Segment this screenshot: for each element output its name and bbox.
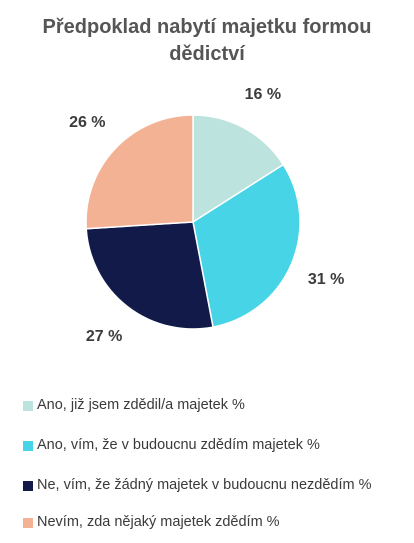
chart-title: Předpoklad nabytí majetku formou dědictv… — [0, 14, 414, 68]
legend-label: Ne, vím, že žádný majetek v budoucnu nez… — [37, 477, 372, 493]
legend-label: Ano, vím, že v budoucnu zdědím majetek % — [37, 437, 320, 453]
pie-slice — [85, 114, 194, 230]
legend-item: Nevím, zda nějaký majetek zdědím % — [23, 513, 403, 532]
pie-slice — [192, 163, 301, 328]
pie-data-labels: 16 % 31 % 27 % 26 % — [69, 86, 344, 345]
pie-slices — [85, 114, 301, 330]
chart-title-line-1: Předpoklad nabytí majetku formou — [42, 16, 372, 38]
legend-item: Ano, vím, že v budoucnu zdědím majetek % — [23, 436, 403, 455]
legend-swatch — [23, 481, 33, 491]
chart-title-line-2: dědictví — [169, 43, 245, 65]
legend-swatch — [23, 518, 33, 528]
legend-label: Ano, již jsem zdědil/a majetek % — [37, 397, 245, 413]
pie-data-label: 16 % — [245, 86, 281, 103]
pie-slice — [85, 221, 214, 330]
pie-data-label: 26 % — [69, 114, 105, 131]
legend-label: Nevím, zda nějaký majetek zdědím % — [37, 514, 280, 530]
pie-data-label: 31 % — [308, 271, 344, 288]
legend-swatch — [23, 441, 33, 451]
pie-data-label: 27 % — [86, 328, 122, 345]
legend-item: Ano, již jsem zdědil/a majetek % — [23, 396, 403, 415]
pie-slice — [192, 114, 285, 224]
legend-swatch — [23, 401, 33, 411]
legend-item: Ne, vím, že žádný majetek v budoucnu nez… — [23, 476, 403, 495]
